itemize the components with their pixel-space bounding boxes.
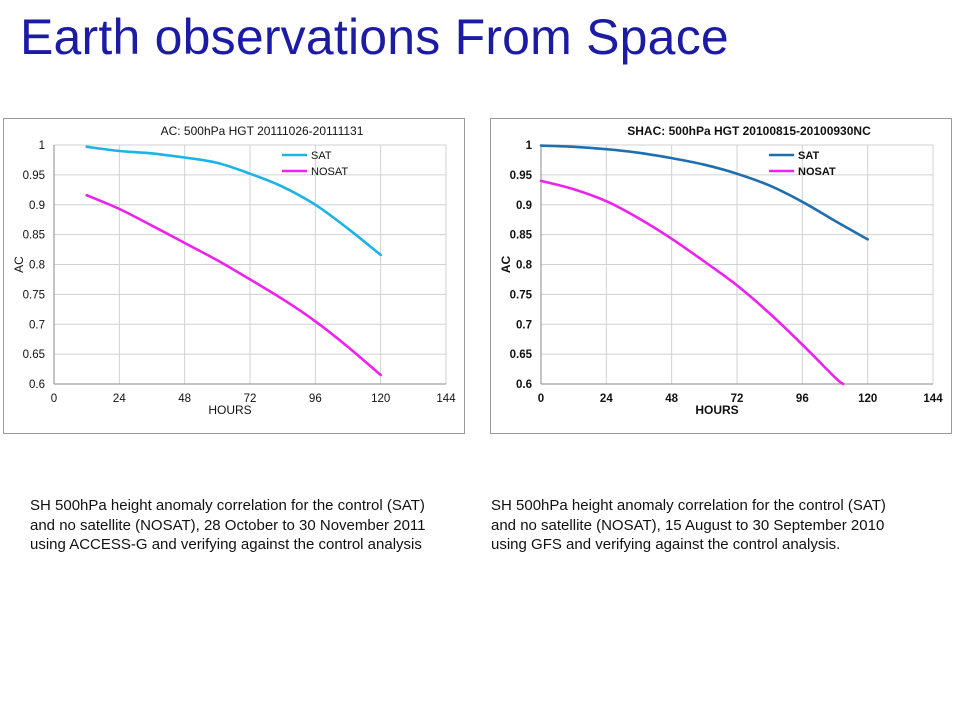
chart-left-legend-label-sat: SAT [311,150,332,162]
chart-left-y-tick-label-1: 0.65 [23,349,45,361]
chart-left-y-axis-label: AC [12,256,26,273]
chart-left-y-tick-label-5: 0.85 [23,230,45,242]
chart-right-y-tick-label-8: 1 [526,140,533,152]
chart-left-y-tick-label-7: 0.95 [23,170,45,182]
chart-right-x-tick-label-2: 48 [665,393,678,405]
chart-left-x-tick-label-4: 96 [309,393,322,405]
chart-left-y-tick-label-0: 0.6 [29,379,45,391]
chart-left-y-tick-label-6: 0.9 [29,200,45,212]
chart-left-x-tick-label-0: 0 [51,393,57,405]
chart-right-series-line-nosat [539,179,845,386]
chart-left-x-tick-label-5: 120 [371,393,390,405]
chart-left-series-line-nosat [85,193,382,377]
chart-right-x-axis-label: HOURS [695,403,738,417]
chart-right-y-tick-label-3: 0.75 [510,289,533,301]
chart-left-svg: 0.6 0.65 0.7 0.75 0.8 0.85 0.9 0.95 1 0 24 48 72 96 12… [12,124,456,417]
chart-right-y-tick-label-2: 0.7 [516,319,532,331]
chart-right-y-axis-label: AC [499,256,513,274]
chart-right-title: SHAC: 500hPa HGT 20100815-20100930NC [627,124,871,138]
chart-left-title: AC: 500hPa HGT 20111026-20111131 [161,124,364,138]
chart-left-x-tick-label-3: 72 [244,393,257,405]
chart-right-svg: 0.6 0.65 0.7 0.75 0.8 0.85 0.9 0.95 1 0 24 48 72 96 12… [499,124,943,417]
chart-left-x-tick-label-6: 144 [436,393,456,405]
chart-right-x-tick-label-4: 96 [796,393,809,405]
chart-left-y-tick-label-4: 0.8 [29,260,45,272]
chart-right-y-tick-label-0: 0.6 [516,379,532,391]
chart-right-x-tick-label-0: 0 [538,393,544,405]
chart-left-y-tick-label-3: 0.75 [23,289,45,301]
chart-right-y-tick-label-5: 0.85 [510,230,533,242]
chart-right-x-tick-label-5: 120 [858,393,877,405]
chart-right-x-tick-label-6: 144 [923,393,943,405]
chart-right-y-tick-label-6: 0.9 [516,200,532,212]
chart-right-y-tick-label-7: 0.95 [510,170,533,182]
chart-right-x-tick-label-3: 72 [731,393,744,405]
chart-right: 0.6 0.65 0.7 0.75 0.8 0.85 0.9 0.95 1 0 24 48 72 96 12… [490,118,952,434]
chart-right-y-tick-label-1: 0.65 [510,349,533,361]
chart-right-legend-label-nosat: NOSAT [798,166,836,178]
chart-left-legend-label-nosat: NOSAT [311,166,348,178]
chart-left: 0.6 0.65 0.7 0.75 0.8 0.85 0.9 0.95 1 0 24 48 72 96 12… [3,118,465,434]
caption-left: SH 500hPa height anomaly correlation for… [30,497,426,553]
slide-title: Earth observations From Space [20,9,729,65]
chart-left-y-tick-label-8: 1 [39,140,45,152]
chart-right-y-tick-label-4: 0.8 [516,260,533,272]
chart-right-series-line-sat [539,144,869,241]
chart-left-x-tick-label-1: 24 [113,393,126,405]
caption-right: SH 500hPa height anomaly correlation for… [491,497,886,553]
chart-right-x-tick-label-1: 24 [600,393,613,405]
chart-left-x-tick-label-2: 48 [178,393,191,405]
chart-left-x-axis-label: HOURS [208,403,251,417]
chart-left-series-line-sat [85,145,382,257]
chart-right-legend-label-sat: SAT [798,150,819,162]
chart-left-y-tick-label-2: 0.7 [29,319,45,331]
